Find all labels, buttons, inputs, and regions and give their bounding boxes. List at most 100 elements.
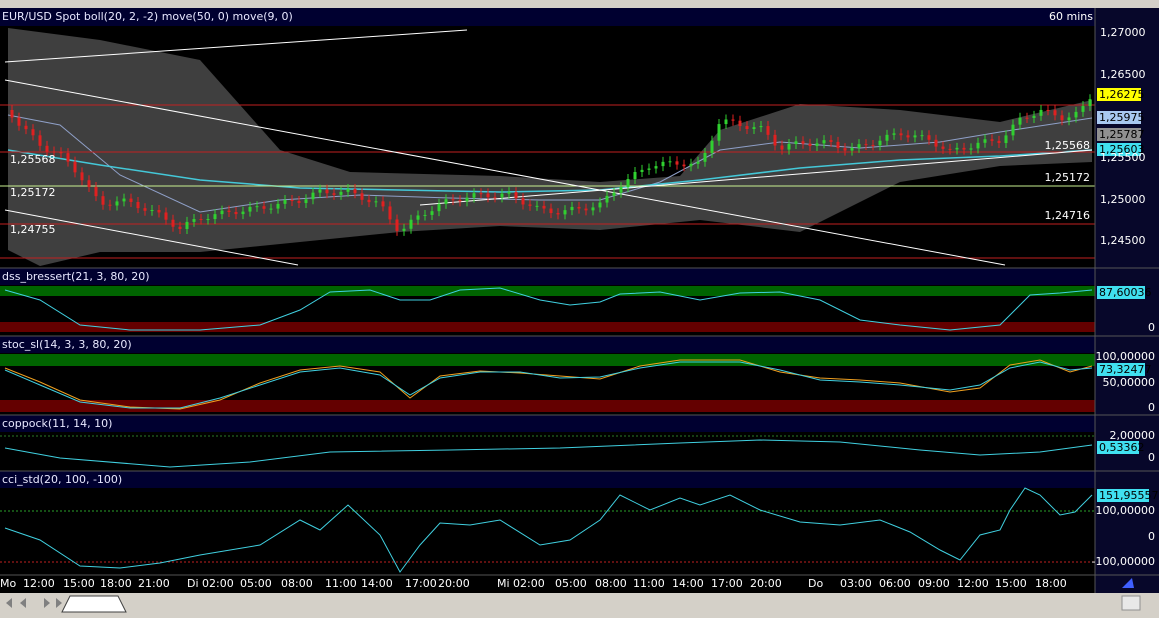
- candle-body: [724, 119, 728, 125]
- candle-body: [773, 134, 777, 146]
- candle-body: [171, 219, 175, 227]
- candle-body: [115, 201, 119, 206]
- candle-body: [311, 192, 315, 200]
- candle-body: [801, 141, 805, 144]
- level-label: 1,25172: [1045, 171, 1091, 184]
- candle-body: [633, 172, 637, 180]
- candle-body: [983, 139, 987, 143]
- candle-body: [689, 163, 693, 167]
- candle-body: [276, 203, 280, 209]
- candle-body: [976, 142, 980, 149]
- candle-body: [297, 201, 301, 203]
- overbought-band: [0, 286, 1095, 296]
- candle-body: [332, 193, 336, 195]
- candle-body: [948, 148, 952, 150]
- candle-body: [24, 125, 28, 130]
- panel-title: cci_std(20, 100, -100): [2, 473, 122, 486]
- candle-body: [87, 180, 91, 187]
- panel-header: [0, 336, 1095, 353]
- candle-body: [619, 187, 623, 193]
- oversold-band: [0, 400, 1095, 412]
- marker-label: 0,53362: [1099, 441, 1145, 454]
- candle-body: [934, 139, 938, 147]
- time-label: 15:00: [63, 577, 95, 590]
- candle-body: [164, 212, 168, 220]
- axis-label: 0: [1148, 530, 1155, 543]
- candle-body: [899, 133, 903, 136]
- axis-label: 50,00000: [1103, 376, 1156, 389]
- panel-title: dss_bressert(21, 3, 80, 20): [2, 270, 150, 283]
- candle-body: [1053, 110, 1057, 116]
- time-label: 09:00: [918, 577, 950, 590]
- candle-body: [913, 135, 917, 138]
- bollinger-band: [8, 28, 1092, 266]
- candle-body: [738, 120, 742, 127]
- candle-body: [780, 145, 784, 150]
- candle-body: [591, 207, 595, 211]
- candle-body: [549, 208, 553, 214]
- price-marker: 1,25787: [1099, 128, 1145, 141]
- time-label: 14:00: [672, 577, 704, 590]
- candle-body: [969, 148, 973, 150]
- candle-body: [654, 166, 658, 169]
- candle-body: [906, 135, 910, 138]
- time-label: 12:00: [957, 577, 989, 590]
- candle-body: [101, 196, 105, 205]
- time-label: 20:00: [750, 577, 782, 590]
- axis-label: 0: [1148, 321, 1155, 334]
- level-label: 1,24755: [10, 223, 56, 236]
- candle-body: [206, 219, 210, 221]
- candle-body: [696, 161, 700, 164]
- candle-body: [73, 161, 77, 173]
- candle-body: [1081, 106, 1085, 112]
- candle-body: [1046, 109, 1050, 111]
- overbought-band: [0, 354, 1095, 366]
- sheet-tab-label[interactable]: Blatt1: [75, 597, 113, 610]
- scroll-button[interactable]: [1121, 595, 1141, 611]
- candle-body: [108, 204, 112, 206]
- time-label: Di 02:00: [187, 577, 234, 590]
- sheet-nav[interactable]: [6, 598, 62, 608]
- marker-box: [1097, 286, 1145, 299]
- candle-body: [535, 205, 539, 207]
- candle-body: [857, 144, 861, 148]
- candle-body: [353, 189, 357, 194]
- indicator-line: [4, 287, 1093, 331]
- candle-body: [829, 140, 833, 142]
- candle-body: [150, 209, 154, 211]
- moving-average: [7, 149, 1093, 193]
- axis-label: 0: [1148, 401, 1155, 414]
- panel-header: [0, 471, 1095, 488]
- candle-body: [745, 126, 749, 130]
- candle-body: [892, 133, 896, 135]
- candle-body: [458, 200, 462, 202]
- candle-body: [185, 221, 189, 229]
- candle-body: [437, 203, 441, 212]
- sheet-tab[interactable]: [61, 595, 127, 613]
- candle-body: [962, 147, 966, 150]
- panel-header: [0, 415, 1095, 432]
- candle-body: [626, 179, 630, 188]
- candle-body: [360, 193, 364, 200]
- marker-label: 151,95557: [1099, 489, 1159, 502]
- time-label: 14:00: [361, 577, 393, 590]
- marker-box: [1097, 489, 1149, 502]
- candle-body: [920, 135, 924, 137]
- trend-line: [4, 79, 1006, 266]
- candle-body: [647, 168, 651, 170]
- candle-body: [304, 199, 308, 203]
- candle-body: [514, 192, 518, 199]
- candle-body: [1039, 109, 1043, 116]
- price-marker: 1,25975: [1099, 111, 1145, 124]
- time-label: 08:00: [281, 577, 313, 590]
- candle-body: [1011, 124, 1015, 136]
- candle-body: [283, 200, 287, 204]
- candle-body: [178, 226, 182, 229]
- moving-average: [7, 114, 1093, 213]
- candle-body: [234, 211, 238, 215]
- candle-body: [241, 211, 245, 215]
- axis-label: 1,24500: [1100, 234, 1146, 247]
- candle-body: [1018, 117, 1022, 125]
- candle-body: [129, 198, 133, 202]
